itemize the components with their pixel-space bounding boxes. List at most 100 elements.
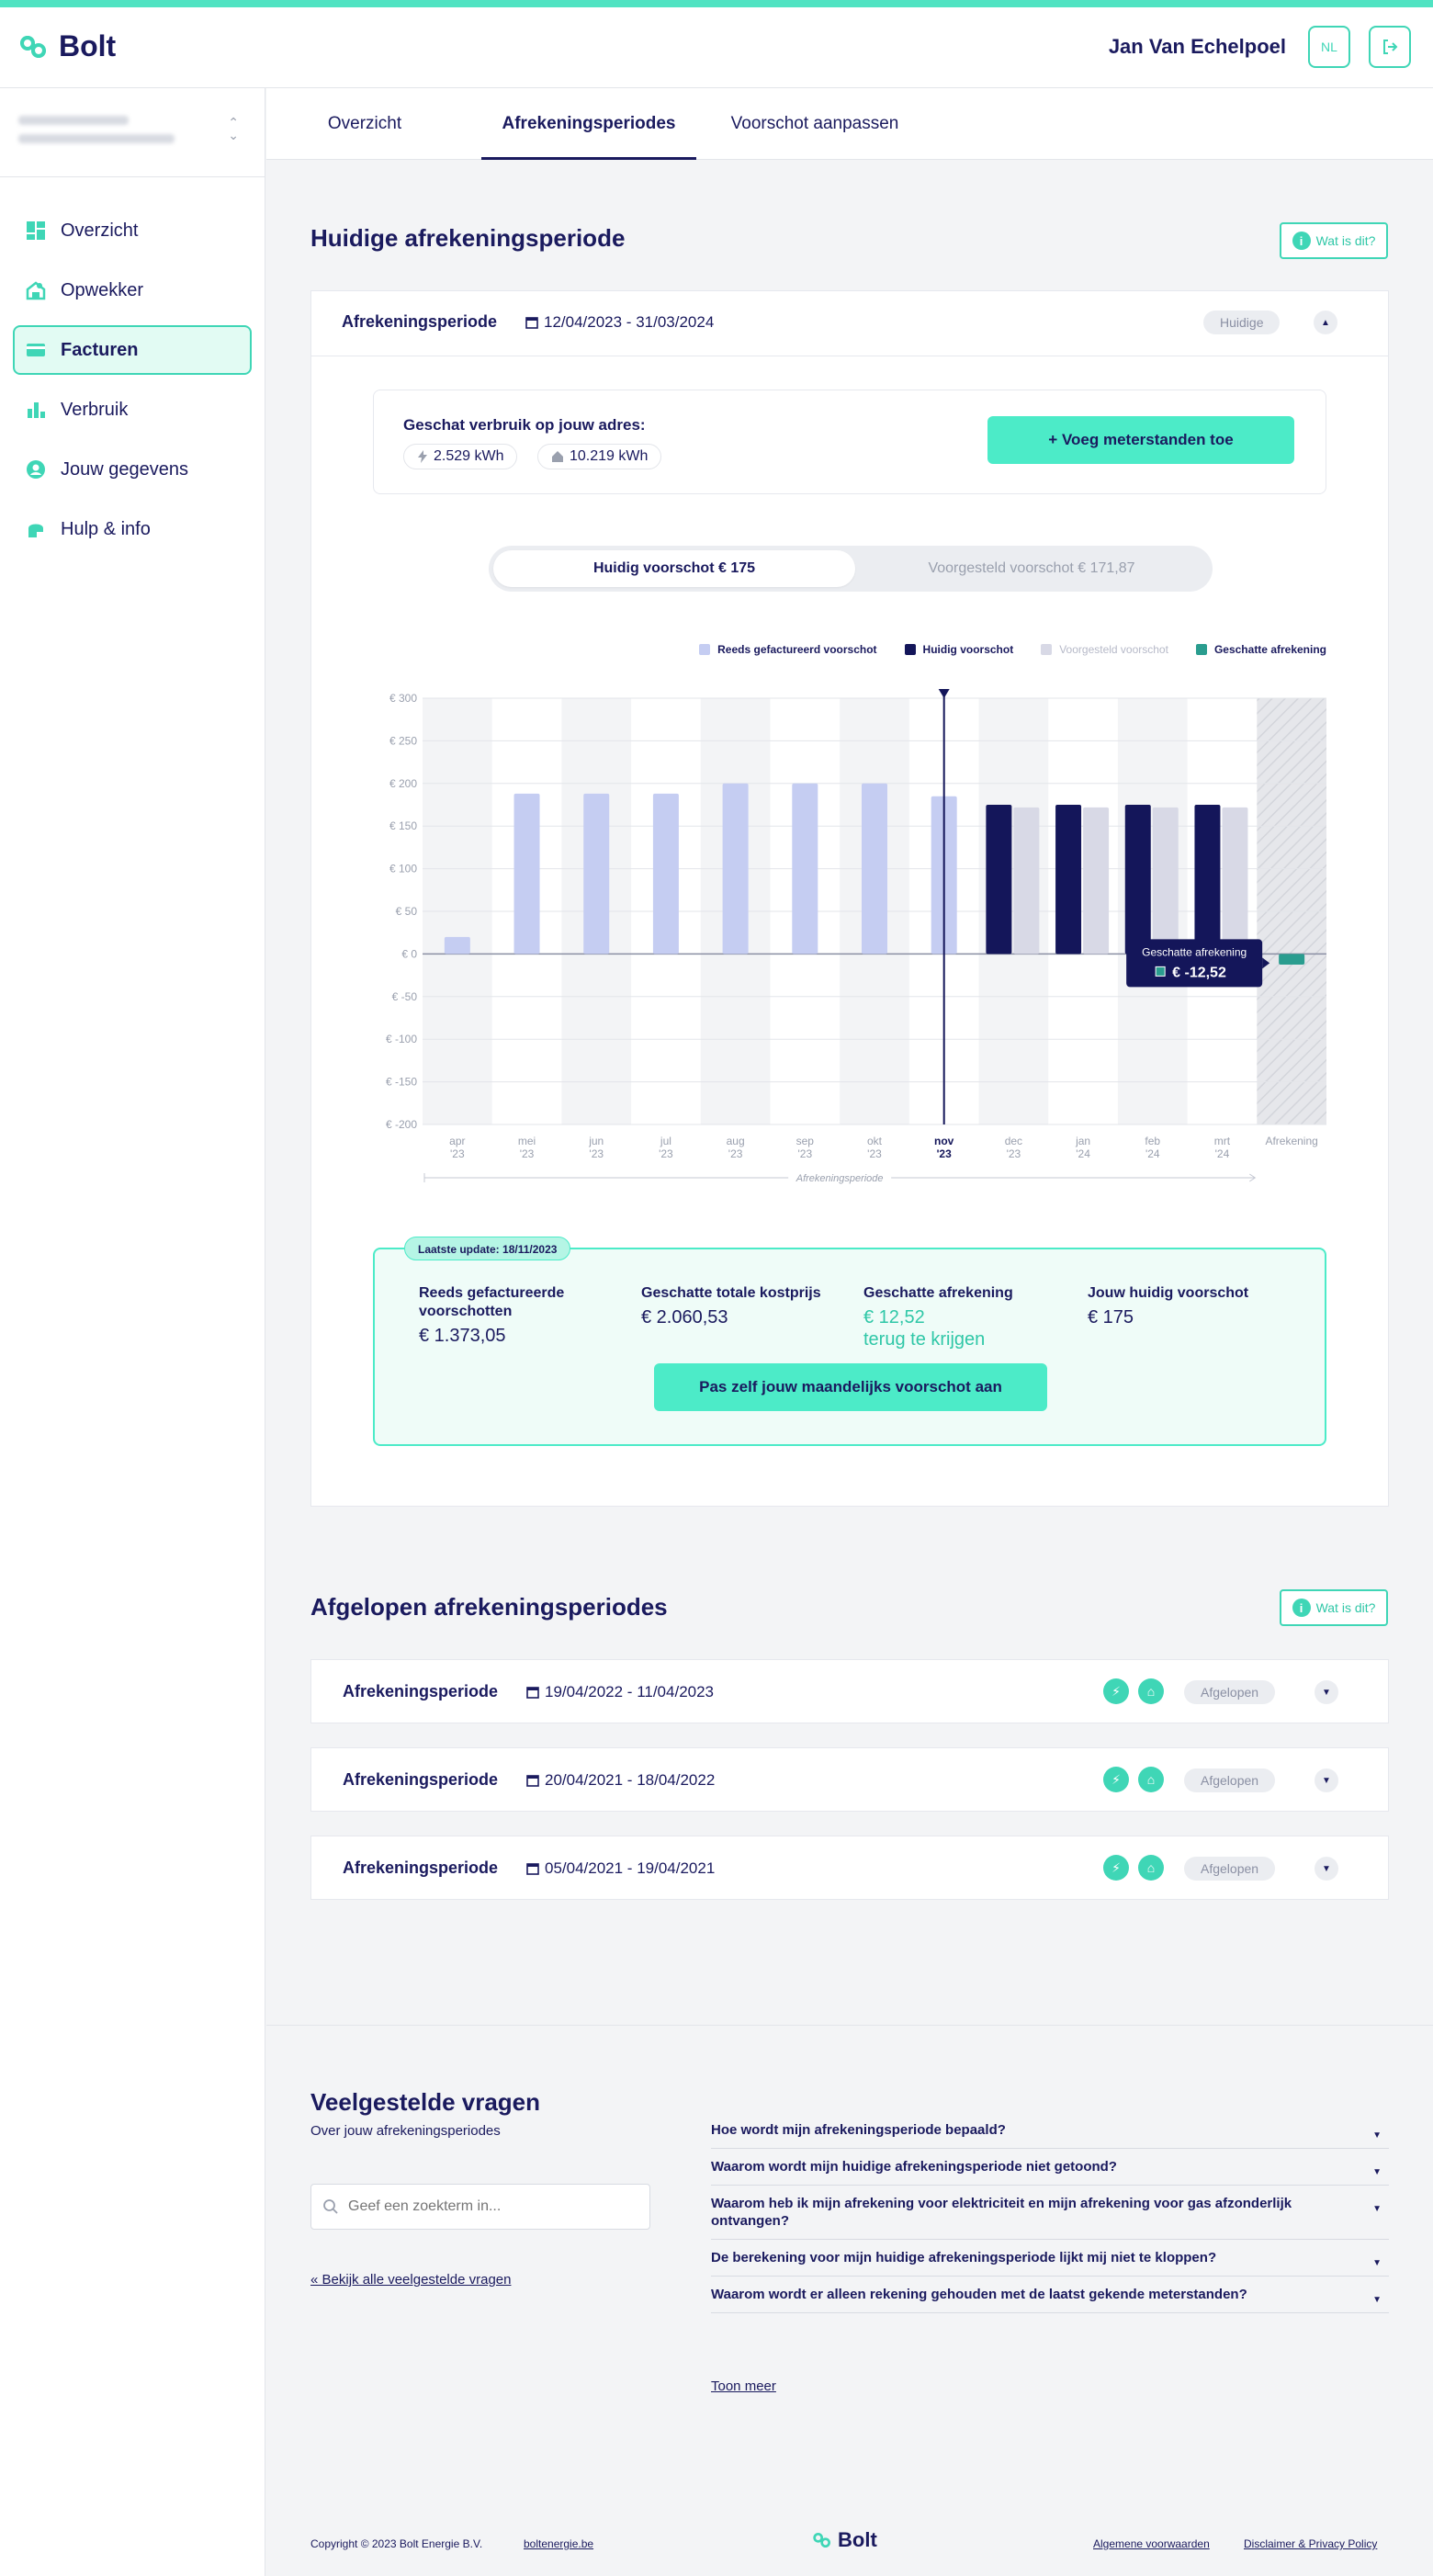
faq-search-input[interactable] [348,2198,642,2215]
bar-proposed-advance [1222,807,1248,955]
info-icon: i [1292,232,1311,250]
sidebar: ⌃ ⌄ Overzicht Opwekker Facturen Verbruik … [0,88,265,2576]
gas-icon: ⌂ [1138,1855,1164,1881]
sidebar-item-overzicht[interactable]: Overzicht [13,206,252,255]
faq-question[interactable]: Hoe wordt mijn afrekeningsperiode bepaal… [711,2112,1389,2149]
collapse-button[interactable]: ▲ [1314,311,1337,334]
search-icon [323,2199,338,2214]
tooltip-swatch [1155,966,1166,977]
chevron-down-icon: ▼ [1372,2130,1382,2141]
x-tick-label: jun [588,1135,604,1147]
summary-settlement: Geschatte afrekening € 12,52 terug te kr… [863,1284,1066,1350]
legend-item: Reeds gefactureerd voorschot [699,643,877,656]
faq-question[interactable]: Waarom heb ik mijn afrekening voor elekt… [711,2186,1389,2240]
x-tick-label: mrt [1214,1135,1231,1147]
gas-usage: 10.219 kWh [537,444,662,469]
chevron-down-icon: ▼ [1372,2295,1382,2305]
faq-question-text: Waarom heb ik mijn afrekening voor elekt… [711,2196,1292,2229]
faq-list: Hoe wordt mijn afrekeningsperiode bepaal… [711,2112,1389,2313]
summary-label: Geschatte afrekening [863,1285,1013,1301]
faq-question[interactable]: De berekening voor mijn huidige afrekeni… [711,2240,1389,2277]
summary-label: Jouw huidig voorschot [1088,1285,1249,1301]
logout-button[interactable] [1369,26,1411,68]
usage-title: Geschat verbruik op jouw adres: [403,416,646,434]
tab-overzicht[interactable]: Overzicht [327,114,402,133]
language-button[interactable]: NL [1308,26,1350,68]
period-label: Afrekeningsperiode [342,312,498,331]
past-period-row[interactable]: Afrekeningsperiode 05/04/2021 - 19/04/20… [310,1836,1389,1900]
x-tick-label: '23 [1007,1147,1021,1160]
sidebar-item-jouw-gegevens[interactable]: Jouw gegevens [13,445,252,494]
info-button[interactable]: i Wat is dit? [1280,222,1388,259]
toggle-current-advance[interactable]: Huidig voorschot € 175 [493,550,855,587]
info-icon: i [1292,1599,1311,1617]
y-tick-label: € -200 [386,1118,417,1131]
address-line-blurred [18,116,129,125]
period-label: Afrekeningsperiode [343,1770,499,1789]
expand-button[interactable]: ▼ [1315,1768,1338,1792]
legend-item: Geschatte afrekening [1195,643,1326,656]
address-selector[interactable]: ⌃ ⌄ [18,116,239,153]
faq-question[interactable]: Waarom wordt er alleen rekening gehouden… [711,2277,1389,2313]
period-dates: 19/04/2022 - 11/04/2023 [526,1683,714,1701]
sidebar-item-hulp-info[interactable]: Hulp & info [13,504,252,554]
y-tick-label: € 250 [389,734,417,747]
footer-logo[interactable]: Bolt [812,2528,877,2552]
info-button[interactable]: i Wat is dit? [1280,1589,1388,1626]
expand-button[interactable]: ▼ [1315,1857,1338,1881]
sidebar-item-facturen[interactable]: Facturen [13,325,252,375]
sidebar-item-opwekker[interactable]: Opwekker [13,266,252,315]
x-tick-label: '23 [520,1147,535,1160]
chevron-down-icon: ▼ [1372,2167,1382,2177]
past-period-row[interactable]: Afrekeningsperiode 20/04/2021 - 18/04/20… [310,1747,1389,1812]
show-more-link[interactable]: Toon meer [711,2378,776,2394]
summary-total-cost: Geschatte totale kostprijs € 2.060,53 [641,1284,843,1328]
legend-label: Reeds gefactureerd voorschot [717,643,877,656]
x-tick-label: okt [867,1135,883,1147]
x-tick-label: '23 [659,1147,673,1160]
info-button-label: Wat is dit? [1315,1600,1376,1615]
expand-button[interactable]: ▼ [1315,1680,1338,1704]
period-dates-text: 05/04/2021 - 19/04/2021 [545,1859,716,1877]
user-name: Jan Van Echelpoel [1108,35,1286,58]
bar-settlement [1279,954,1305,966]
toggle-proposed-advance[interactable]: Voorgesteld voorschot € 171,87 [928,560,1135,576]
add-meter-readings-button[interactable]: + Voeg meterstanden toe [987,416,1294,464]
gas-usage-value: 10.219 kWh [570,448,649,464]
advance-toggle: Huidig voorschot € 175 Voorgesteld voors… [489,546,1213,592]
electricity-icon: ⚡ [1103,1855,1129,1881]
past-period-row[interactable]: Afrekeningsperiode 19/04/2022 - 11/04/20… [310,1659,1389,1723]
bolt-logo[interactable]: Bolt [18,29,116,63]
home-icon [552,451,563,462]
all-faq-link[interactable]: « Bekijk alle veelgestelde vragen [310,2272,512,2288]
faq-question[interactable]: Waarom wordt mijn huidige afrekeningsper… [711,2149,1389,2186]
tab-afrekeningsperiodes[interactable]: Afrekeningsperiodes [481,88,696,160]
tooltip-pointer [1262,957,1270,969]
estimated-usage-box: Geschat verbruik op jouw adres: 2.529 kW… [373,390,1326,494]
x-tick-label: feb [1145,1135,1160,1147]
tab-voorschot-aanpassen[interactable]: Voorschot aanpassen [730,114,899,133]
dashboard-icon [27,221,45,240]
privacy-link[interactable]: Disclaimer & Privacy Policy [1244,2537,1378,2550]
adjust-advance-button[interactable]: Pas zelf jouw maandelijks voorschot aan [654,1363,1047,1411]
x-tick-label: sep [796,1135,815,1147]
status-badge: Afgelopen [1184,1680,1276,1704]
current-period-header[interactable]: Afrekeningsperiode 12/04/2023 - 31/03/20… [310,290,1389,355]
user-icon [27,460,45,479]
current-period-title: Huidige afrekeningsperiode [310,224,626,252]
current-month-marker [938,689,950,698]
help-icon [28,524,43,537]
summary-value: € 1.373,05 [419,1326,506,1346]
last-update-badge: Laatste update: 18/11/2023 [404,1237,571,1260]
y-tick-label: € 100 [389,863,417,876]
terms-link[interactable]: Algemene voorwaarden [1093,2537,1210,2550]
bar-invoiced [513,793,540,955]
y-tick-label: € 300 [389,692,417,705]
summary-value: € 2.060,53 [641,1307,728,1328]
bar-invoiced [652,793,679,955]
summary-subtext: terug te krijgen [863,1329,986,1350]
site-link[interactable]: boltenergie.be [524,2537,594,2550]
x-tick-label: '23 [797,1147,812,1160]
legend-swatch [699,644,711,655]
sidebar-item-verbruik[interactable]: Verbruik [13,385,252,435]
